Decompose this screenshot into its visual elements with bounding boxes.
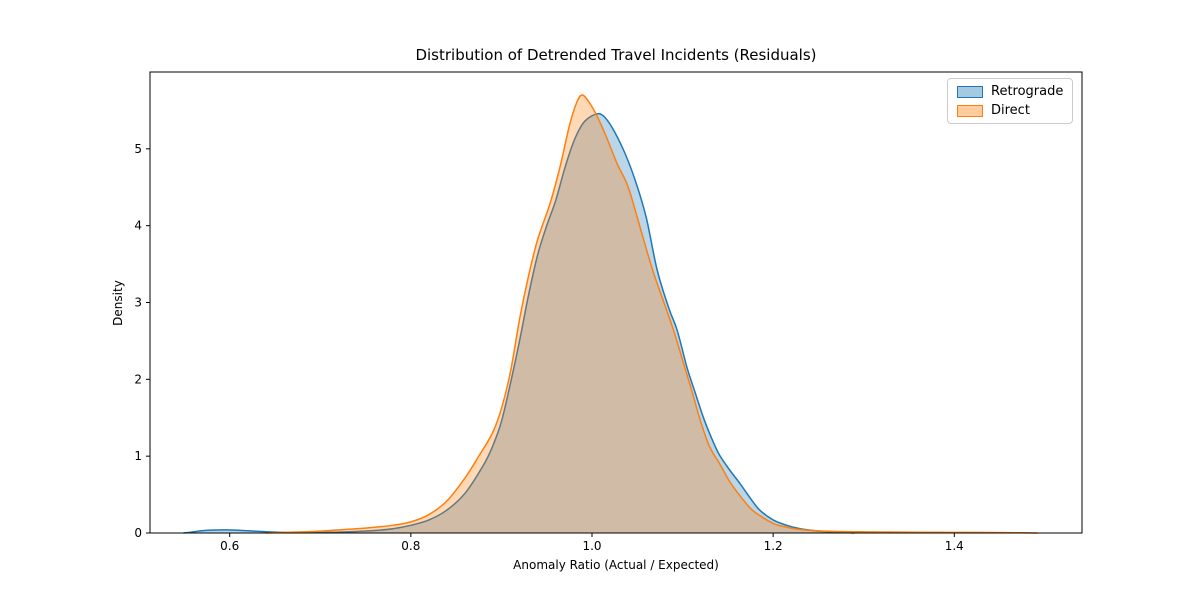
x-tick-label: 0.6 (220, 539, 239, 553)
y-tick-label: 2 (134, 372, 142, 386)
legend-label-direct: Direct (991, 103, 1030, 118)
x-tick-label: 1.4 (945, 539, 964, 553)
x-tick-label: 1.0 (582, 539, 601, 553)
legend-label-retrograde: Retrograde (991, 84, 1064, 99)
x-tick-label: 1.2 (764, 539, 783, 553)
retrograde-swatch-icon (957, 85, 983, 98)
legend: Retrograde Direct (947, 78, 1074, 124)
y-tick-label: 4 (134, 219, 142, 233)
x-axis-label: Anomaly Ratio (Actual / Expected) (513, 558, 719, 572)
legend-item-retrograde: Retrograde (957, 85, 1063, 98)
y-axis-label: Density (111, 280, 125, 326)
y-tick-label: 0 (134, 526, 142, 540)
series-direct (265, 94, 1038, 534)
density-curves (183, 94, 1038, 534)
y-tick-label: 1 (134, 449, 142, 463)
x-tick-label: 0.8 (401, 539, 420, 553)
y-tick-label: 3 (134, 296, 142, 310)
direct-swatch-icon (957, 104, 983, 117)
y-tick-label: 5 (134, 142, 142, 156)
chart-title: Distribution of Detrended Travel Inciden… (415, 46, 817, 64)
legend-item-direct: Direct (957, 104, 1063, 117)
axes: 0.6 0.8 1.0 1.2 1.4 0 1 2 3 4 5 (134, 71, 1083, 553)
